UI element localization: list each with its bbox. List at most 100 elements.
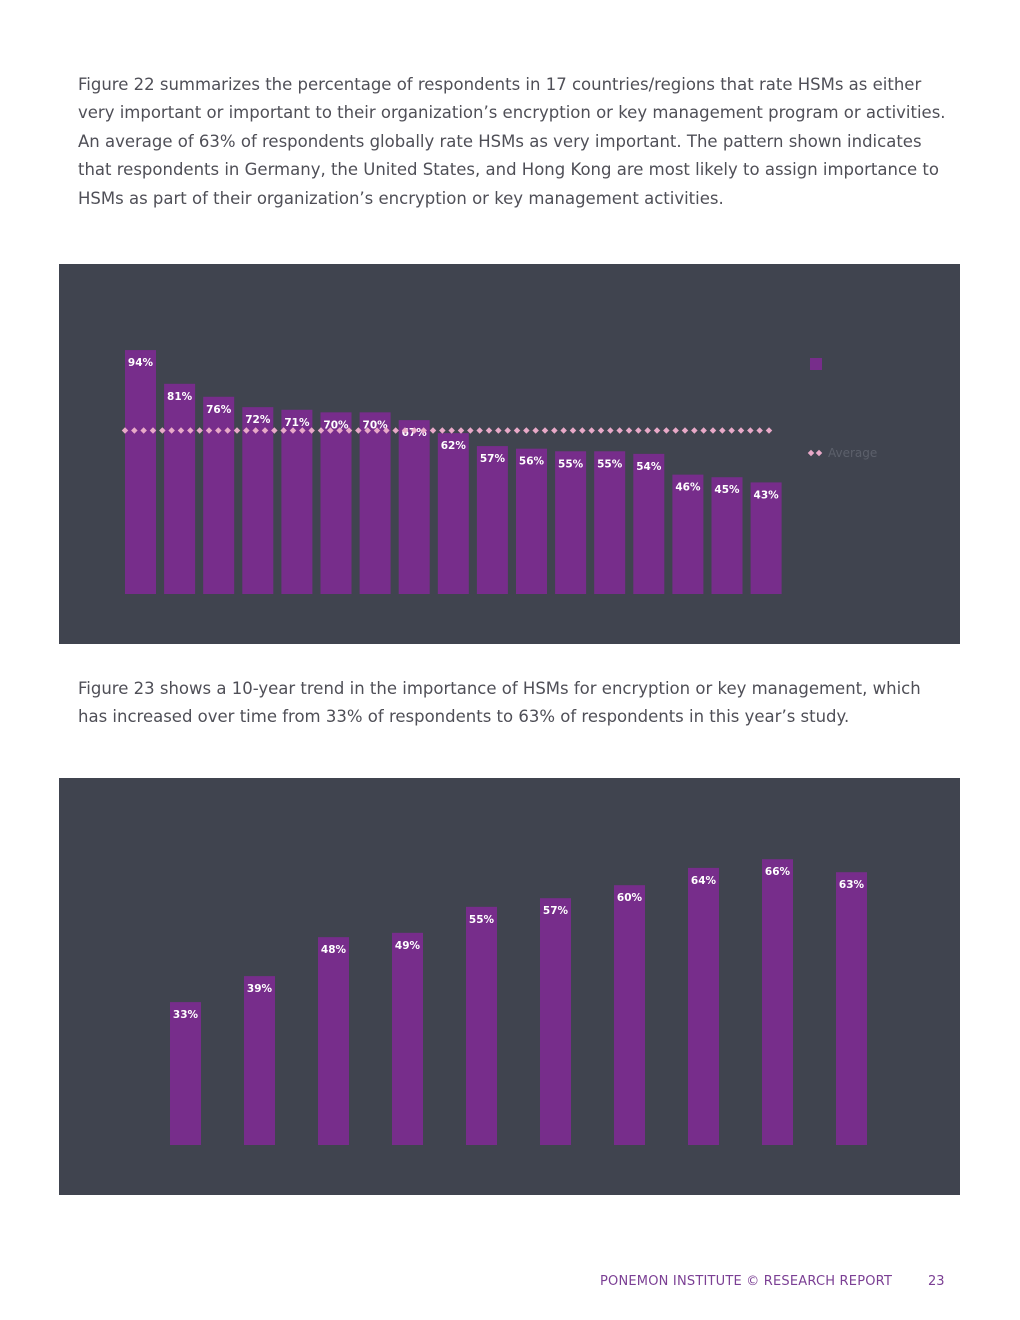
bar xyxy=(320,412,352,594)
bar-value-label: 57% xyxy=(480,453,506,465)
bar xyxy=(437,433,469,594)
bar xyxy=(476,446,508,594)
average-marker xyxy=(644,427,651,434)
bar xyxy=(672,474,704,594)
average-marker xyxy=(439,427,446,434)
average-marker xyxy=(607,427,614,434)
bar xyxy=(318,937,349,1145)
bar xyxy=(711,477,743,594)
bar xyxy=(244,976,275,1145)
average-marker xyxy=(504,427,511,434)
bar xyxy=(359,412,391,594)
bar xyxy=(466,906,497,1145)
page-number: 23 xyxy=(928,1274,945,1289)
average-marker xyxy=(532,427,539,434)
bar-value-label: 48% xyxy=(321,944,347,956)
average-marker xyxy=(653,427,661,434)
average-marker xyxy=(691,427,698,434)
figure-22-chart: 94%81%76%72%71%70%70%67%62%57%56%55%55%5… xyxy=(121,350,877,594)
figure-23-chart: 33% 39% 48% 49% 55% 57% 60% 64% 66% 63% xyxy=(170,859,867,1145)
average-marker xyxy=(448,427,455,434)
bar-value-label: 56% xyxy=(519,456,545,468)
average-marker xyxy=(719,427,726,434)
average-marker xyxy=(616,427,623,434)
bar xyxy=(164,383,196,594)
average-marker xyxy=(149,427,157,434)
bar-value-label: 60% xyxy=(617,892,643,904)
bar xyxy=(170,1002,201,1145)
bar-value-label: 71% xyxy=(284,417,310,429)
bar-value-label: 70% xyxy=(363,419,389,431)
legend-swatch-series xyxy=(810,358,822,370)
bar-value-label: 76% xyxy=(206,404,232,416)
average-marker xyxy=(588,427,595,434)
average-marker xyxy=(709,427,717,434)
average-marker xyxy=(663,427,670,434)
bar xyxy=(398,420,430,594)
bar xyxy=(392,932,423,1145)
bar xyxy=(836,872,867,1145)
bar-value-label: 46% xyxy=(675,482,701,494)
bar xyxy=(688,867,719,1145)
average-marker xyxy=(513,427,521,434)
average-marker xyxy=(457,427,465,434)
average-marker xyxy=(495,427,502,434)
bar xyxy=(750,482,782,594)
average-marker xyxy=(327,427,334,434)
average-marker xyxy=(541,427,549,434)
average-marker xyxy=(355,427,362,434)
bar-value-label: 94% xyxy=(128,357,154,369)
bar xyxy=(516,448,547,594)
average-marker xyxy=(728,427,735,434)
average-marker xyxy=(196,427,203,434)
intro-paragraph-figure-22: Figure 22 summarizes the percentage of r… xyxy=(78,75,946,208)
average-marker xyxy=(579,427,586,434)
bar xyxy=(555,451,587,594)
bar xyxy=(762,859,793,1145)
figure-23-panel: 33% 39% 48% 49% 55% 57% 60% 64% 66% 63% xyxy=(59,778,960,1195)
average-marker xyxy=(756,427,763,434)
average-marker xyxy=(345,427,353,434)
average-marker xyxy=(224,427,231,434)
bar-value-label: 72% xyxy=(245,414,271,426)
average-marker xyxy=(187,427,194,434)
average-marker xyxy=(485,427,493,434)
bar-value-label: 55% xyxy=(558,458,584,470)
bar xyxy=(281,409,313,594)
average-marker xyxy=(700,427,707,434)
average-marker xyxy=(551,427,558,434)
bar xyxy=(242,407,274,594)
average-marker xyxy=(364,427,371,434)
average-marker xyxy=(401,427,409,434)
average-marker xyxy=(681,427,689,434)
average-marker xyxy=(597,427,605,434)
bar xyxy=(594,451,626,594)
bar-value-label: 55% xyxy=(597,458,623,470)
bar-value-label: 81% xyxy=(167,391,193,403)
average-marker xyxy=(336,427,343,434)
average-marker xyxy=(672,427,679,434)
bar xyxy=(540,898,571,1145)
bar-value-label: 43% xyxy=(754,489,780,501)
bar xyxy=(633,453,665,594)
average-marker xyxy=(299,427,306,434)
average-marker xyxy=(392,427,399,434)
average-marker xyxy=(467,427,474,434)
average-marker xyxy=(261,427,269,434)
bar-value-label: 49% xyxy=(395,940,421,952)
bar-value-label: 55% xyxy=(469,914,495,926)
average-marker xyxy=(635,427,642,434)
bar xyxy=(203,396,235,594)
average-marker xyxy=(317,427,325,434)
bar-value-label: 33% xyxy=(173,1009,199,1021)
average-marker xyxy=(420,427,427,434)
average-marker xyxy=(747,427,754,434)
average-marker xyxy=(243,427,250,434)
legend-swatch-average xyxy=(815,449,823,457)
bar-value-label: 66% xyxy=(765,866,791,878)
average-marker xyxy=(429,427,437,434)
average-marker xyxy=(625,427,633,434)
average-marker xyxy=(476,427,483,434)
average-marker xyxy=(765,427,773,434)
average-marker xyxy=(383,427,390,434)
